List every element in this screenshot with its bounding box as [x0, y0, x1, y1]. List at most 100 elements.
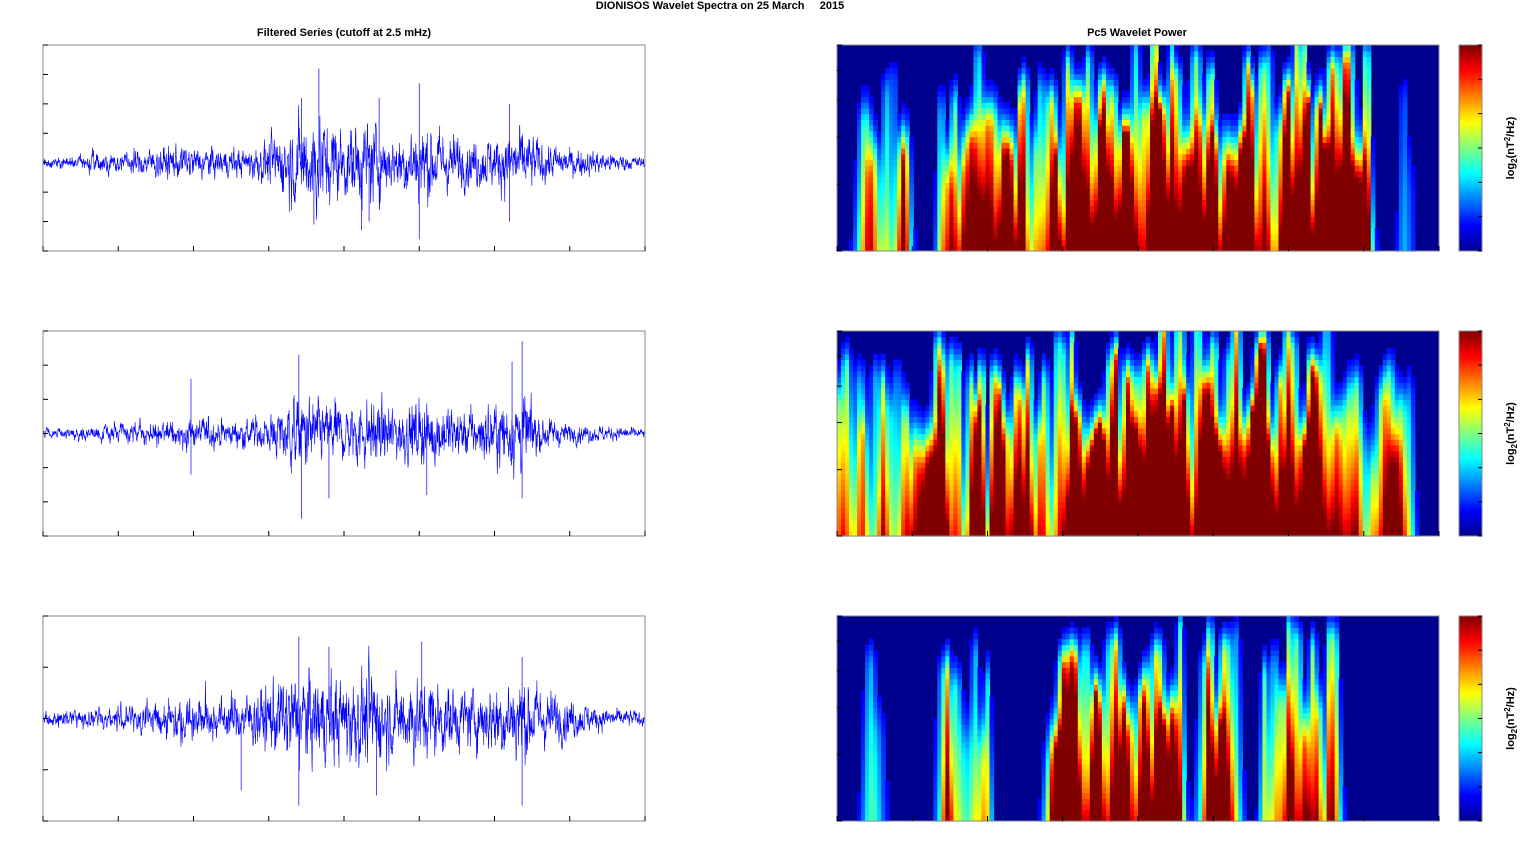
heatmap-cell: [1129, 182, 1135, 189]
heatmap-cell: [1230, 119, 1235, 126]
heatmap-cell: [897, 148, 902, 155]
heatmap-cell: [1342, 193, 1348, 201]
heatmap-cell: [957, 205, 963, 212]
heatmap-cell: [869, 170, 874, 178]
heatmap-cell: [1310, 216, 1316, 223]
heatmap-cell: [1250, 222, 1255, 229]
heatmap-cell: [849, 467, 854, 474]
heatmap-cell: [973, 96, 979, 103]
heatmap-cell: [1214, 90, 1219, 98]
heatmap-cell: [1198, 233, 1203, 241]
heatmap-cell: [853, 233, 858, 241]
heatmap-cell: [857, 153, 862, 161]
heatmap-cell: [1342, 188, 1348, 195]
heatmap-cell: [1162, 119, 1167, 126]
heatmap-cell: [905, 461, 910, 469]
heatmap-cell: [1182, 142, 1187, 149]
heatmap-cell: [1178, 239, 1183, 246]
heatmap-cell: [1085, 159, 1091, 166]
heatmap-cell: [1121, 210, 1127, 218]
heatmap-cell: [917, 513, 922, 520]
heatmap-cell: [1398, 222, 1404, 229]
heatmap-cell: [909, 473, 914, 480]
heatmap-cell: [977, 79, 983, 86]
heatmap-cell: [1005, 119, 1011, 126]
heatmap-cell: [1009, 188, 1015, 195]
heatmap-cell: [1258, 199, 1264, 206]
heatmap-cell: [1013, 239, 1019, 246]
heatmap-cell: [1206, 165, 1211, 172]
heatmap-cell: [929, 501, 934, 509]
heatmap-cell: [1125, 193, 1131, 201]
heatmap-cell: [905, 113, 910, 120]
heatmap-cell: [901, 142, 906, 149]
heatmap-cell: [1162, 239, 1167, 246]
heatmap-cell: [889, 102, 894, 109]
heatmap-cell: [1350, 176, 1356, 183]
heatmap-cell: [945, 119, 950, 126]
heatmap-cell: [945, 170, 950, 178]
heatmap-cell: [1121, 222, 1127, 229]
heatmap-cell: [905, 148, 910, 155]
heatmap-cell: [909, 405, 914, 412]
heatmap-cell: [1322, 102, 1328, 109]
heatmap-cell: [901, 513, 906, 520]
heatmap-cell: [1266, 159, 1272, 166]
heatmap-cell: [909, 456, 914, 463]
heatmap-cell: [1258, 182, 1264, 189]
heatmap-cell: [1322, 125, 1328, 132]
heatmap-cell: [1170, 102, 1175, 109]
heatmap-cell: [873, 473, 878, 480]
heatmap-cell: [1073, 130, 1079, 138]
heatmap-cell: [1085, 102, 1091, 109]
heatmap-cell: [1338, 50, 1344, 58]
heatmap-cell: [873, 159, 878, 166]
heatmap-cell: [897, 210, 902, 218]
heatmap-cell: [1282, 153, 1288, 161]
heatmap-cell: [1021, 90, 1027, 98]
heatmap-cell: [937, 176, 942, 183]
heatmap-cell: [1314, 125, 1320, 132]
heatmap-cell: [1274, 165, 1280, 172]
heatmap-cell: [837, 433, 842, 440]
heatmap-cell: [913, 245, 918, 252]
heatmap-cell: [973, 125, 979, 132]
heatmap-cell: [1013, 222, 1019, 229]
heatmap-cell: [893, 159, 898, 166]
heatmap-cell: [1298, 107, 1304, 115]
heatmap-cell: [1129, 45, 1135, 52]
heatmap-cell: [893, 148, 898, 155]
heatmap-cell: [1230, 125, 1235, 132]
heatmap-cell: [1101, 56, 1107, 63]
heatmap-cell: [865, 513, 870, 520]
heatmap-cell: [1242, 239, 1247, 246]
heatmap-cell: [1121, 96, 1127, 103]
heatmap-cell: [901, 176, 906, 183]
heatmap-cell: [873, 176, 878, 183]
heatmap-cell: [1278, 96, 1284, 103]
heatmap-cell: [1158, 102, 1163, 109]
heatmap-cell: [1194, 136, 1199, 143]
heatmap-cell: [1342, 245, 1348, 252]
heatmap-cell: [1206, 142, 1211, 149]
colorbar-label: log2(nT2/Hz): [1503, 116, 1519, 179]
heatmap-cell: [1129, 205, 1135, 212]
heatmap-cell: [1190, 239, 1195, 246]
heatmap-cell: [1346, 45, 1352, 52]
heatmap-cell: [1073, 148, 1079, 155]
heatmap-cell: [873, 193, 878, 201]
heatmap-cell: [957, 199, 963, 206]
heatmap-cell: [1334, 182, 1340, 189]
heatmap-cell: [1362, 62, 1368, 69]
heatmap-cell: [1270, 113, 1276, 120]
heatmap-cell: [857, 245, 862, 252]
heatmap-cell: [941, 233, 946, 241]
heatmap-cell: [1346, 50, 1352, 58]
heatmap-cell: [1406, 159, 1412, 166]
heatmap-cell: [1133, 73, 1139, 80]
heatmap-cell: [1174, 199, 1179, 206]
heatmap-cell: [1025, 182, 1031, 189]
heatmap-cell: [925, 479, 930, 486]
heatmap-cell: [865, 222, 870, 229]
heatmap-cell: [989, 205, 995, 212]
